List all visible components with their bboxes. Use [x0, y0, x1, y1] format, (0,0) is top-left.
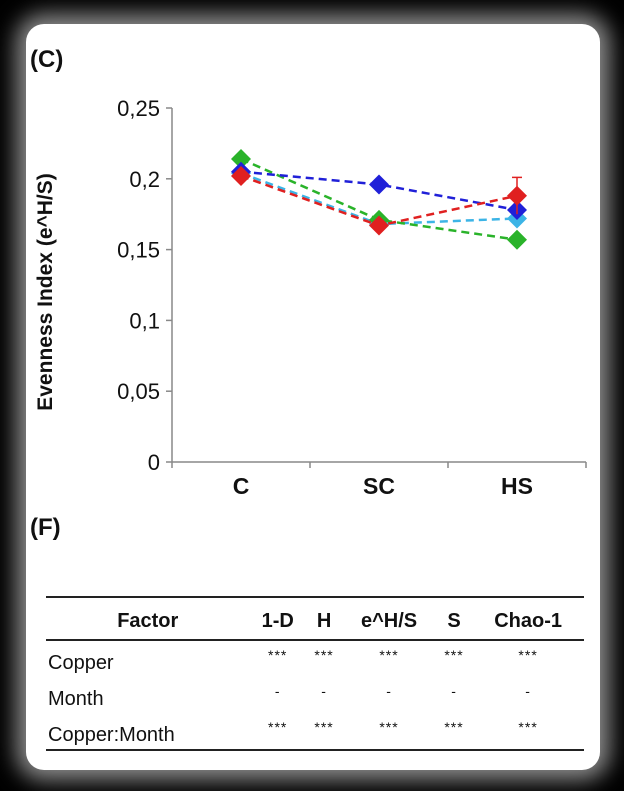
- significance-value: ***: [444, 719, 464, 735]
- x-tick-label: SC: [363, 473, 395, 499]
- significance-cell: ***: [250, 640, 306, 677]
- significance-cell: ***: [435, 713, 473, 751]
- significance-value: ***: [518, 719, 538, 735]
- significance-cell: -: [250, 677, 306, 713]
- y-tick-label: 0,05: [117, 379, 160, 404]
- significance-cell: ***: [249, 713, 306, 751]
- y-tick-label: 0,1: [129, 308, 160, 333]
- data-point-diamond: [231, 148, 251, 169]
- y-tick-label: 0,15: [117, 238, 160, 263]
- data-point-diamond: [507, 185, 527, 206]
- data-point-diamond: [369, 215, 389, 236]
- significance-value: ***: [268, 647, 288, 663]
- table-header-cell: e^H/S: [342, 596, 436, 641]
- row-factor-name: Month: [48, 688, 104, 710]
- table-header-cell: Factor: [46, 596, 250, 641]
- significance-cell: -: [436, 677, 472, 713]
- significance-cell: ***: [342, 640, 436, 677]
- significance-cell: ***: [342, 713, 436, 751]
- significance-cell: ***: [306, 640, 342, 677]
- significance-value: -: [386, 683, 392, 699]
- significance-value: -: [525, 683, 531, 699]
- significance-value: -: [321, 683, 327, 699]
- significance-value: ***: [314, 719, 334, 735]
- figure-panel: (C) Evenness Index (e^H/S) 0 0,05 0,1 0,15 0…: [26, 24, 600, 770]
- panel-label-f: (F): [30, 514, 61, 541]
- y-axis-label: Evenness Index (e^H/S): [34, 173, 57, 411]
- significance-value: ***: [268, 719, 288, 735]
- table-row: Month - - - - -: [46, 677, 584, 713]
- significance-cell: ***: [305, 713, 343, 751]
- significance-value: ***: [314, 647, 334, 663]
- significance-value: ***: [518, 647, 538, 663]
- significance-value: ***: [379, 647, 399, 663]
- panel-label-c: (C): [30, 46, 64, 73]
- evenness-chart: 0 0,05 0,1 0,15 0,2 0,25 C SC HS: [117, 96, 587, 499]
- table-row: Copper:Month *** *** *** *** ***: [46, 713, 584, 751]
- y-tick-label: 0,2: [129, 167, 160, 192]
- significance-value: ***: [444, 647, 464, 663]
- data-point-diamond: [507, 229, 527, 250]
- y-tick-label: 0,25: [117, 96, 160, 121]
- series-line: [240, 170, 518, 212]
- significance-cell: ***: [436, 640, 472, 677]
- y-axis-label-wrapper: Evenness Index (e^H/S): [34, 173, 57, 411]
- table-header-cell: Chao-1: [472, 596, 584, 641]
- significance-cell: -: [342, 677, 436, 713]
- significance-value: -: [451, 683, 457, 699]
- y-tick-label: 0: [148, 450, 160, 475]
- significance-cell: -: [472, 677, 584, 713]
- table-header-cell: H: [305, 596, 343, 641]
- table-header-cell: 1-D: [249, 596, 306, 641]
- row-factor-name: Copper:Month: [46, 713, 250, 751]
- significance-cell: ***: [472, 640, 584, 677]
- table-row: Copper *** *** *** *** ***: [46, 640, 584, 677]
- row-factor-name: Copper: [48, 652, 114, 674]
- table-body: Copper *** *** *** *** *** Month - - - - - Copper:Mo…: [46, 640, 584, 751]
- x-tick-label: C: [233, 473, 250, 499]
- significance-cell: ***: [472, 713, 584, 751]
- significance-value: ***: [379, 719, 399, 735]
- x-tick-label: HS: [501, 473, 533, 499]
- significance-value: -: [274, 683, 281, 699]
- data-point-diamond: [369, 174, 389, 195]
- significance-cell: -: [306, 677, 342, 713]
- table-header-cell: S: [435, 596, 473, 641]
- data-point-diamond: [231, 165, 251, 186]
